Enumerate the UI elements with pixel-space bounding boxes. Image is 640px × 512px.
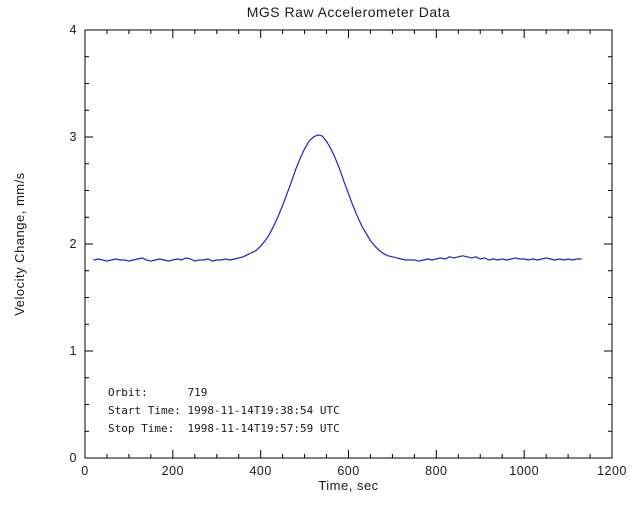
y-tick-label: 3	[70, 130, 77, 144]
x-tick-label: 400	[249, 464, 271, 478]
y-axis-label: Velocity Change, mm/s	[12, 172, 27, 316]
x-tick-label: 600	[337, 464, 359, 478]
x-tick-label: 1200	[597, 464, 627, 478]
y-tick-label: 0	[70, 451, 77, 465]
annotation-start-time: Start Time: 1998-11-14T19:38:54 UTC	[108, 404, 340, 417]
annotation-orbit: Orbit: 719	[108, 386, 208, 399]
x-tick-label: 0	[81, 464, 88, 478]
data-line	[93, 134, 582, 262]
y-tick-label: 2	[70, 237, 77, 251]
y-tick-label: 4	[70, 23, 77, 37]
y-tick-label: 1	[70, 344, 77, 358]
chart-title: MGS Raw Accelerometer Data	[246, 4, 451, 20]
x-tick-label: 800	[425, 464, 447, 478]
x-tick-label: 1000	[509, 464, 539, 478]
x-tick-label: 200	[162, 464, 184, 478]
x-axis-label: Time, sec	[318, 478, 379, 493]
annotation-stop-time: Stop Time: 1998-11-14T19:57:59 UTC	[108, 422, 340, 435]
